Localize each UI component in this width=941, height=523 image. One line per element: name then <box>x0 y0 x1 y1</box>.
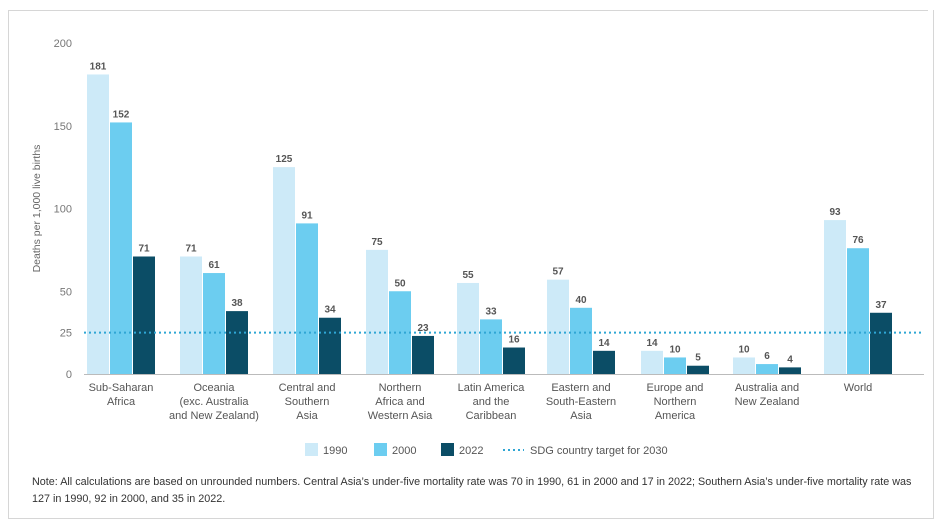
bar-2022 <box>133 256 155 374</box>
category-label: Australia and New Zealand <box>735 382 800 408</box>
data-label-2022: 38 <box>231 298 243 309</box>
bar-2000 <box>296 223 318 374</box>
legend-label-1990: 1990 <box>323 445 347 457</box>
data-label-2022: 23 <box>417 323 429 334</box>
category-label: World <box>844 382 873 394</box>
bar-1990 <box>180 256 202 374</box>
y-tick-label: 25 <box>60 328 72 340</box>
labels-layer: 181 71 125 75 55 57 14 10 93 152 61 91 50 33 40 10 6 76 71… <box>89 61 887 422</box>
chart-note: Note: All calculations are based on unro… <box>32 476 912 505</box>
legend-swatch-1990 <box>305 443 318 456</box>
top-border <box>8 0 928 11</box>
bar-2022 <box>226 311 248 374</box>
y-tick-label: 100 <box>54 204 72 216</box>
category-label: Northern Africa and Western Asia <box>368 382 433 422</box>
data-label-1990: 93 <box>829 207 841 218</box>
bar-2022 <box>779 367 801 374</box>
y-tick-label: 200 <box>54 38 72 50</box>
bar-1990 <box>824 220 846 374</box>
data-label-2000: 152 <box>113 109 130 120</box>
bar-2022 <box>687 365 709 374</box>
legend-label-sdg: SDG country target for 2030 <box>530 445 668 457</box>
data-label-2000: 10 <box>669 344 681 355</box>
bar-1990 <box>366 249 388 374</box>
data-label-2000: 61 <box>208 260 220 271</box>
bar-2000 <box>847 248 869 374</box>
category-label: Europe and Northern America <box>647 382 704 422</box>
data-label-2000: 76 <box>852 235 864 246</box>
bar-2000 <box>480 319 502 374</box>
bar-2022 <box>593 350 615 374</box>
bar-1990 <box>273 167 295 374</box>
legend-label-2000: 2000 <box>392 445 416 457</box>
data-label-1990: 125 <box>276 154 293 165</box>
data-label-2000: 33 <box>485 306 497 317</box>
data-label-1990: 181 <box>90 61 107 72</box>
legend-label-2022: 2022 <box>459 445 483 457</box>
data-label-2022: 34 <box>324 305 336 316</box>
data-label-2022: 37 <box>875 300 887 311</box>
bar-2000 <box>756 364 778 374</box>
chart-card <box>8 10 934 519</box>
data-label-1990: 71 <box>185 243 197 254</box>
category-label: Oceania (exc. Australia and New Zealand) <box>169 382 259 422</box>
category-label: Central and Southern Asia <box>279 382 336 422</box>
data-label-2000: 50 <box>394 278 406 289</box>
category-label: Sub-Saharan Africa <box>89 382 154 408</box>
y-tick-label: 50 <box>60 286 72 298</box>
bar-2022 <box>870 312 892 374</box>
bar-2022 <box>503 347 525 374</box>
bars-layer <box>84 74 924 374</box>
bar-2022 <box>319 317 341 374</box>
bar-1990 <box>87 74 109 374</box>
category-label: Eastern and South-Eastern Asia <box>546 382 616 422</box>
data-label-2022: 14 <box>598 338 610 349</box>
legend-swatch-2000 <box>374 443 387 456</box>
category-label: Latin America and the Caribbean <box>458 382 526 422</box>
data-label-1990: 75 <box>371 237 383 248</box>
y-tick-label: 150 <box>54 121 72 133</box>
bar-2000 <box>570 307 592 374</box>
legend-swatch-2022 <box>441 443 454 456</box>
data-label-2022: 4 <box>787 354 793 365</box>
data-label-1990: 55 <box>462 270 474 281</box>
bar-1990 <box>733 357 755 374</box>
data-label-2000: 6 <box>764 351 770 362</box>
bar-1990 <box>547 279 569 374</box>
axis-layer: 0 25 50 100 150 200 Deaths per 1,000 live birt… <box>31 38 924 381</box>
data-label-1990: 10 <box>738 344 750 355</box>
y-axis-label: Deaths per 1,000 live births <box>31 145 43 273</box>
data-label-1990: 14 <box>646 338 658 349</box>
data-label-2000: 40 <box>575 295 587 306</box>
data-label-2000: 91 <box>301 210 313 221</box>
data-label-2022: 71 <box>138 243 150 254</box>
legend: 1990 2000 2022 SDG country target for 2030 <box>305 443 668 457</box>
bar-1990 <box>457 282 479 374</box>
bar-2000 <box>664 357 686 374</box>
data-label-1990: 57 <box>552 267 564 278</box>
bar-2000 <box>110 122 132 374</box>
bar-2022 <box>412 335 434 374</box>
bar-1990 <box>641 350 663 374</box>
data-label-2022: 16 <box>508 335 520 346</box>
bar-2000 <box>203 273 225 374</box>
data-label-2022: 5 <box>695 353 701 364</box>
y-tick-label: 0 <box>66 369 72 381</box>
